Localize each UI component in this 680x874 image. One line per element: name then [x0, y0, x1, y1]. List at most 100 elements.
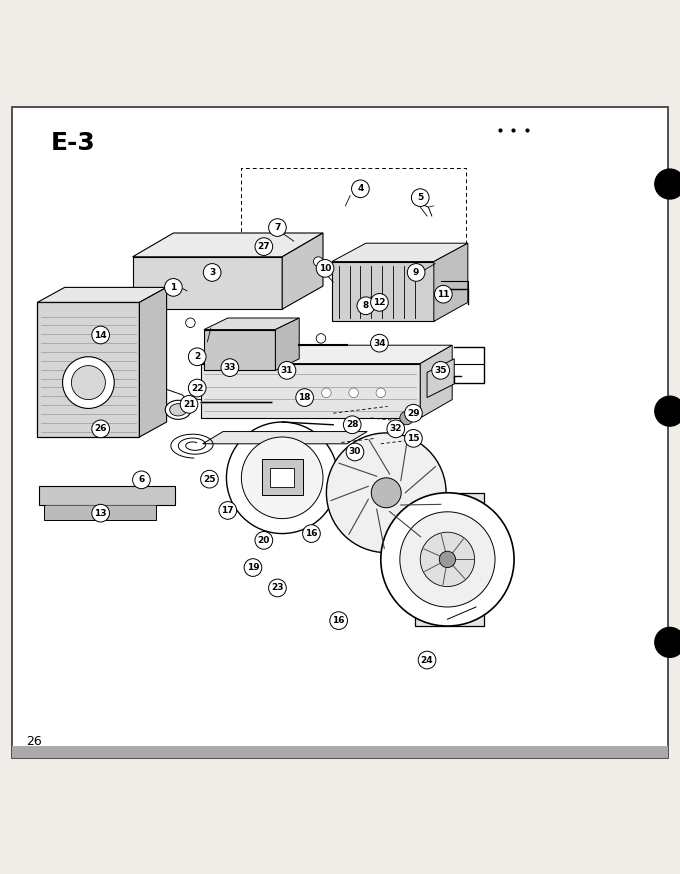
- Text: 1: 1: [170, 283, 177, 292]
- Circle shape: [255, 238, 273, 255]
- Circle shape: [186, 318, 195, 328]
- Polygon shape: [133, 257, 282, 309]
- Circle shape: [269, 579, 286, 597]
- Circle shape: [278, 362, 296, 379]
- Polygon shape: [275, 318, 299, 371]
- Text: 23: 23: [271, 584, 284, 593]
- Circle shape: [435, 285, 452, 303]
- Circle shape: [376, 388, 386, 398]
- Circle shape: [244, 558, 262, 576]
- Circle shape: [655, 396, 680, 427]
- Text: 24: 24: [421, 656, 433, 664]
- Text: 14: 14: [95, 330, 107, 339]
- Circle shape: [655, 169, 680, 199]
- Circle shape: [346, 443, 364, 461]
- Circle shape: [432, 362, 449, 379]
- Text: 6: 6: [138, 475, 145, 484]
- Polygon shape: [139, 288, 167, 437]
- Circle shape: [330, 612, 347, 629]
- Text: 25: 25: [203, 475, 216, 483]
- Polygon shape: [201, 345, 452, 364]
- Circle shape: [133, 471, 150, 489]
- Circle shape: [296, 389, 313, 406]
- Circle shape: [188, 348, 206, 365]
- Polygon shape: [204, 329, 275, 371]
- Text: 12: 12: [373, 298, 386, 307]
- Text: 10: 10: [319, 264, 331, 273]
- Circle shape: [400, 411, 413, 425]
- Circle shape: [319, 260, 331, 273]
- Circle shape: [400, 512, 495, 607]
- Polygon shape: [332, 261, 434, 322]
- Polygon shape: [133, 233, 323, 257]
- Circle shape: [439, 551, 456, 567]
- Bar: [262, 460, 303, 495]
- Circle shape: [326, 433, 446, 552]
- Polygon shape: [203, 432, 367, 444]
- Circle shape: [407, 264, 425, 281]
- Circle shape: [313, 257, 323, 267]
- Text: 19: 19: [247, 563, 259, 572]
- Text: 13: 13: [95, 509, 107, 517]
- Text: 31: 31: [281, 366, 293, 375]
- Text: 30: 30: [349, 447, 361, 456]
- Circle shape: [92, 326, 109, 343]
- Text: 7: 7: [274, 223, 281, 232]
- Text: 33: 33: [224, 363, 236, 372]
- Text: 22: 22: [191, 384, 203, 392]
- Circle shape: [71, 365, 105, 399]
- Polygon shape: [282, 233, 323, 309]
- Text: 28: 28: [346, 420, 358, 429]
- Bar: [44, 505, 156, 520]
- Circle shape: [420, 532, 475, 586]
- Polygon shape: [204, 318, 299, 329]
- Polygon shape: [37, 288, 167, 302]
- Text: 16: 16: [305, 529, 318, 538]
- Text: 9: 9: [413, 268, 420, 277]
- Circle shape: [411, 189, 429, 206]
- Polygon shape: [420, 345, 452, 418]
- Text: 3: 3: [209, 268, 216, 277]
- Text: 2: 2: [194, 352, 201, 361]
- Text: 17: 17: [222, 506, 234, 515]
- Circle shape: [303, 524, 320, 543]
- Bar: [270, 468, 294, 487]
- Polygon shape: [427, 359, 454, 398]
- Text: 29: 29: [407, 409, 420, 418]
- Circle shape: [241, 437, 323, 518]
- Text: 20: 20: [258, 536, 270, 545]
- Circle shape: [203, 264, 221, 281]
- Circle shape: [343, 416, 361, 434]
- Text: 21: 21: [183, 400, 195, 409]
- Text: 26: 26: [95, 425, 107, 434]
- Text: 11: 11: [437, 289, 449, 299]
- Circle shape: [221, 359, 239, 377]
- Text: 32: 32: [390, 425, 402, 434]
- Text: 26: 26: [26, 735, 41, 748]
- Circle shape: [316, 260, 334, 277]
- Circle shape: [201, 470, 218, 488]
- Circle shape: [352, 180, 369, 198]
- Circle shape: [226, 422, 338, 533]
- Circle shape: [655, 628, 680, 657]
- Circle shape: [405, 429, 422, 447]
- Circle shape: [418, 651, 436, 669]
- Bar: [12, 746, 668, 758]
- Text: 15: 15: [407, 434, 420, 443]
- Polygon shape: [415, 493, 484, 626]
- Text: 8: 8: [362, 302, 369, 310]
- Circle shape: [269, 218, 286, 236]
- Text: 5: 5: [417, 193, 424, 202]
- Circle shape: [357, 297, 375, 315]
- Circle shape: [322, 388, 331, 398]
- Text: 18: 18: [299, 393, 311, 402]
- Circle shape: [92, 504, 109, 522]
- Circle shape: [405, 405, 422, 422]
- Circle shape: [63, 357, 114, 408]
- Circle shape: [316, 334, 326, 343]
- Ellipse shape: [165, 400, 191, 420]
- Circle shape: [371, 294, 388, 311]
- Polygon shape: [201, 364, 420, 418]
- Circle shape: [371, 478, 401, 508]
- Circle shape: [180, 396, 198, 413]
